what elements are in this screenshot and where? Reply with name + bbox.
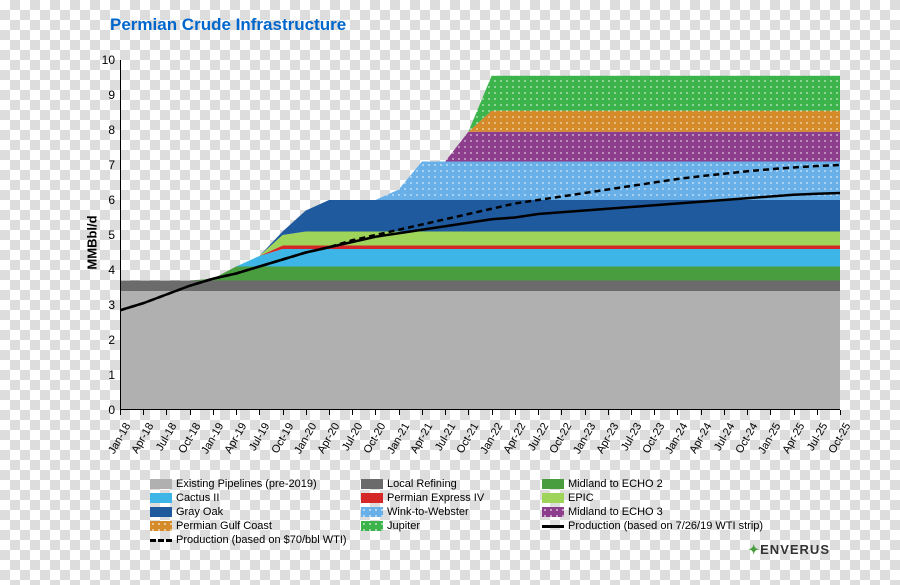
legend-label: Permian Express IV [387,492,484,504]
legend-swatch [542,493,564,503]
area-local-refining [120,281,840,292]
legend-swatch [150,507,172,517]
legend-item: Local Refining [361,478,536,490]
legend-swatch [361,479,383,489]
x-tick: Jan-21 [385,421,412,456]
chart-container: Permian Crude Infrastructure MMBbl/d 012… [40,10,860,570]
brand-text: ENVERUS [760,542,830,557]
x-axis: Jan-18Apr-18Jul-18Oct-18Jan-19Apr-19Jul-… [120,415,840,475]
y-axis: 012345678910 [95,60,120,410]
legend-line-swatch [150,539,172,542]
legend-label: Cactus II [176,492,219,504]
legend-label: Permian Gulf Coast [176,520,272,532]
legend-swatch [150,479,172,489]
legend-item: Gray Oak [150,506,355,518]
x-tick: Apr-18 [130,421,157,456]
legend-label: Local Refining [387,478,457,490]
y-tick: 0 [108,403,115,417]
legend-item: Production (based on $70/bbl WTI) [150,534,355,546]
legend-label: Wink-to-Webster [387,506,469,518]
legend-swatch [361,521,383,531]
y-tick: 5 [108,228,115,242]
legend-item: Existing Pipelines (pre-2019) [150,478,355,490]
legend-swatch [150,493,172,503]
area-midland-to-echo-2 [120,267,840,281]
y-tick: 8 [108,123,115,137]
y-tick: 1 [108,368,115,382]
legend-item: Cactus II [150,492,355,504]
legend-item: Wink-to-Webster [361,506,536,518]
x-tick: Jan-18 [106,421,133,456]
legend-label: Production (based on $70/bbl WTI) [176,534,347,546]
legend: Existing Pipelines (pre-2019) Local Refin… [150,478,840,548]
plot-area [120,60,840,410]
legend-item: Permian Gulf Coast [150,520,355,532]
legend-item: Production (based on 7/26/19 WTI strip) [542,520,832,532]
x-tick: Apr-24 [687,421,714,456]
plot-svg [120,60,840,410]
x-tick: Apr-25 [780,421,807,456]
y-tick: 4 [108,263,115,277]
brand-accent-icon: ✦ [748,542,760,557]
y-tick: 2 [108,333,115,347]
x-axis-line [120,409,840,410]
chart-title: Permian Crude Infrastructure [40,10,860,35]
y-tick: 10 [102,53,115,67]
legend-label: Midland to ECHO 2 [568,478,663,490]
y-tick: 6 [108,193,115,207]
area-existing-pipelines-pre-2019- [120,291,840,410]
legend-line-swatch [542,525,564,528]
x-tick: Jan-22 [478,421,505,456]
legend-item: Permian Express IV [361,492,536,504]
legend-item: Midland to ECHO 3 [542,506,832,518]
legend-label: Midland to ECHO 3 [568,506,663,518]
legend-label: EPIC [568,492,594,504]
legend-label: Existing Pipelines (pre-2019) [176,478,317,490]
legend-label: Gray Oak [176,506,223,518]
y-axis-line [120,60,121,410]
legend-swatch [361,507,383,517]
legend-label: Production (based on 7/26/19 WTI strip) [568,520,763,532]
y-tick: 9 [108,88,115,102]
legend-item: EPIC [542,492,832,504]
brand-logo: ✦ENVERUS [748,542,830,558]
legend-swatch [150,521,172,531]
legend-swatch [542,507,564,517]
y-tick: 7 [108,158,115,172]
legend-label: Jupiter [387,520,420,532]
legend-swatch [542,479,564,489]
legend-item: Jupiter [361,520,536,532]
y-tick: 3 [108,298,115,312]
legend-swatch [361,493,383,503]
legend-item: Midland to ECHO 2 [542,478,832,490]
